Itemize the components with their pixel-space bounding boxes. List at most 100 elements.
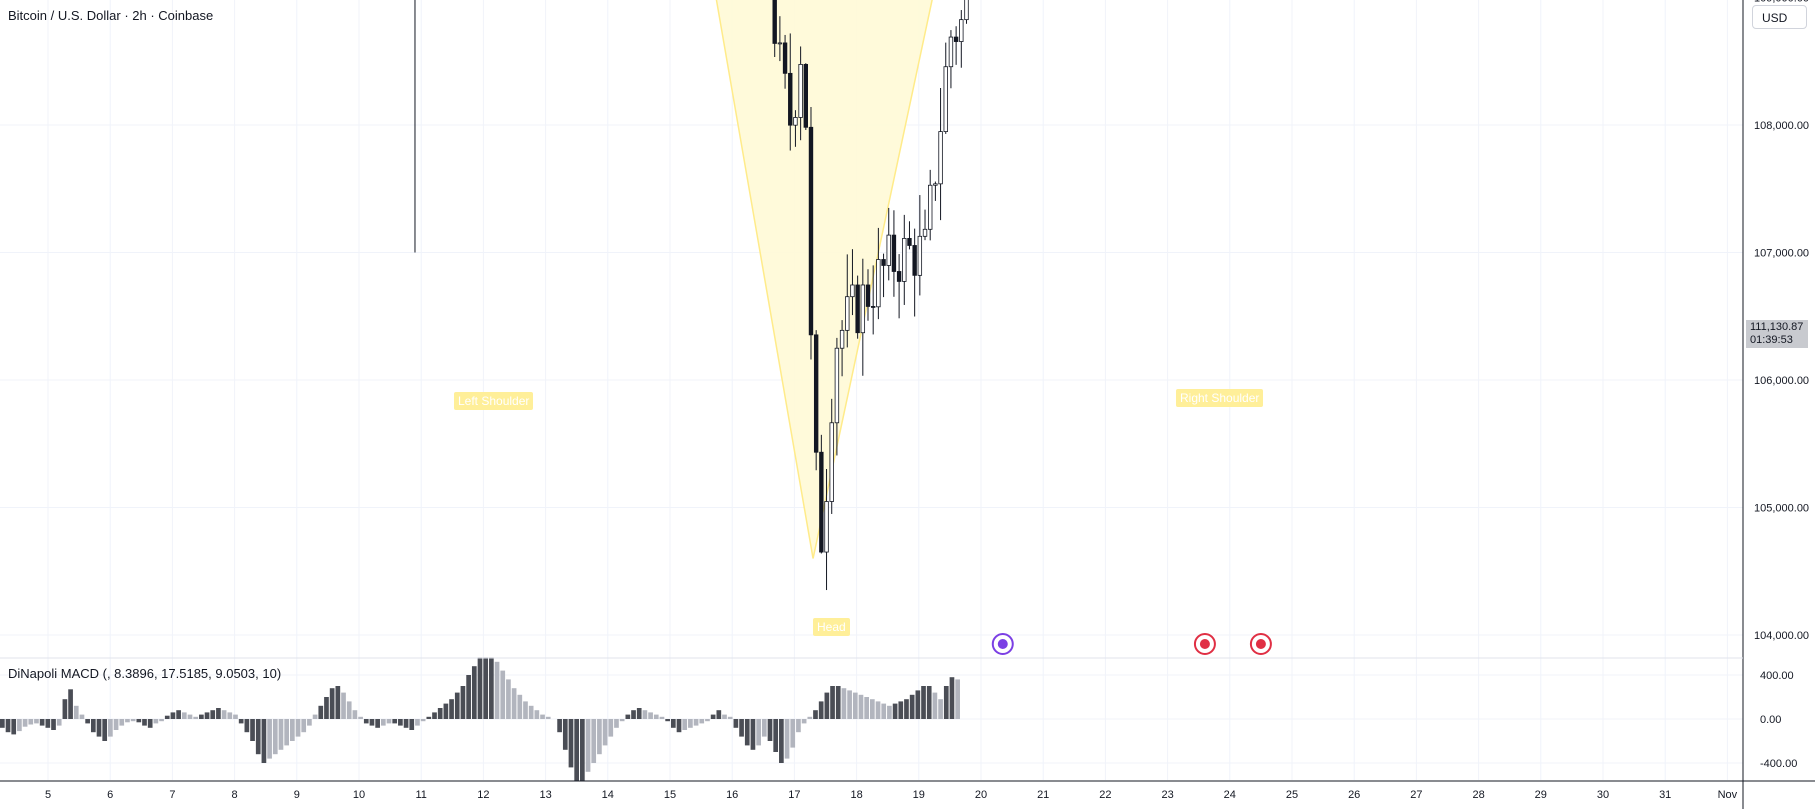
time-tick-label: 12 <box>477 789 489 801</box>
candle-body <box>938 131 943 185</box>
macd-bar <box>938 699 943 719</box>
candle-body <box>839 329 845 349</box>
candle-body <box>896 271 902 282</box>
candle-body <box>964 0 969 21</box>
macd-bar <box>642 710 648 719</box>
candle-body <box>933 183 938 186</box>
macd-bar <box>568 719 574 768</box>
candle-body <box>881 259 886 266</box>
macd-bar <box>136 719 142 723</box>
time-tick-label: 9 <box>294 789 300 801</box>
macd-bar <box>733 719 739 728</box>
macd-bar <box>705 719 710 722</box>
macd-bar <box>193 716 199 719</box>
macd-bar <box>847 690 852 719</box>
time-tick-label: 30 <box>1597 789 1609 801</box>
currency-button[interactable]: USD <box>1752 5 1807 29</box>
macd-bar <box>943 686 949 719</box>
candle-body <box>917 235 923 276</box>
macd-bar <box>852 692 858 719</box>
macd-bar <box>608 719 614 737</box>
candle-body <box>829 422 834 502</box>
macd-bar <box>631 710 636 719</box>
macd-bar <box>216 708 221 719</box>
macd-bar <box>204 712 210 719</box>
candle-body <box>902 238 907 282</box>
macd-bar <box>119 719 125 726</box>
candle-body <box>959 19 964 42</box>
price-tick-label: 108,000.00 <box>1754 120 1809 132</box>
macd-bar <box>375 719 380 728</box>
macd-bar <box>341 692 346 719</box>
macd-bar <box>221 710 227 719</box>
time-tick-label: 25 <box>1286 789 1298 801</box>
time-tick-label: 31 <box>1659 789 1671 801</box>
macd-bar <box>955 679 960 719</box>
candle-body <box>824 501 829 553</box>
candle-body <box>782 42 788 74</box>
price-tick-label: 105,000.00 <box>1754 503 1809 515</box>
candle-body <box>928 184 933 230</box>
macd-bar <box>301 719 307 733</box>
head-label[interactable]: Head <box>813 618 850 636</box>
macd-bar <box>949 677 955 719</box>
macd-bar <box>659 716 665 719</box>
time-tick-label: 19 <box>913 789 925 801</box>
macd-bar <box>813 710 818 719</box>
time-tick-label: 18 <box>850 789 862 801</box>
event-marker-icon[interactable] <box>1193 633 1216 655</box>
time-tick-label: 13 <box>539 789 551 801</box>
macd-bar <box>676 719 682 733</box>
macd-bar <box>335 686 341 719</box>
candle-body <box>819 451 824 553</box>
macd-bar <box>261 719 267 763</box>
macd-bar <box>449 699 454 719</box>
macd-bar <box>437 708 443 719</box>
event-markers[interactable] <box>991 633 1272 655</box>
macd-bar <box>796 719 801 733</box>
macd-bar <box>881 703 887 719</box>
macd-bar <box>835 686 841 719</box>
macd-bar <box>887 705 892 719</box>
macd-bar <box>926 686 932 719</box>
macd-bar <box>267 719 272 759</box>
event-marker-icon[interactable] <box>1249 633 1272 655</box>
macd-bar <box>932 692 938 719</box>
macd-bar <box>426 716 432 719</box>
time-tick-label: 27 <box>1410 789 1422 801</box>
macd-bar <box>255 719 261 755</box>
macd-bar <box>147 719 153 728</box>
time-tick-label: 17 <box>788 789 800 801</box>
candle-body <box>798 63 803 118</box>
macd-bar <box>693 719 699 726</box>
macd-bar <box>68 689 73 719</box>
head-and-shoulders-pattern[interactable] <box>415 0 1373 559</box>
macd-bar <box>432 712 437 719</box>
macd-bar <box>56 719 62 726</box>
macd-bar <box>73 705 79 719</box>
macd-bar <box>62 699 68 719</box>
macd-bar <box>153 719 159 724</box>
last-price-value: 111,130.87 <box>1750 321 1804 333</box>
macd-bar <box>392 719 398 724</box>
time-tick-label: 28 <box>1472 789 1484 801</box>
left-shoulder-label[interactable]: Left Shoulder <box>454 392 534 410</box>
macd-bar <box>688 719 693 728</box>
macd-bar <box>744 719 750 746</box>
macd-bar <box>921 686 926 719</box>
macd-bar <box>841 688 847 719</box>
event-marker-icon[interactable] <box>991 633 1014 655</box>
macd-bar <box>0 719 5 728</box>
time-tick-label: 15 <box>664 789 676 801</box>
macd-bar <box>346 701 352 719</box>
macd-bar <box>727 716 733 719</box>
macd-bar <box>722 714 727 719</box>
price-tick-label: 107,000.00 <box>1754 248 1809 260</box>
macd-bar <box>45 719 51 728</box>
right-shoulder-label[interactable]: Right Shoulder <box>1176 389 1264 407</box>
macd-bar <box>227 712 233 719</box>
macd-bar <box>79 714 85 719</box>
macd-bar <box>534 710 540 719</box>
